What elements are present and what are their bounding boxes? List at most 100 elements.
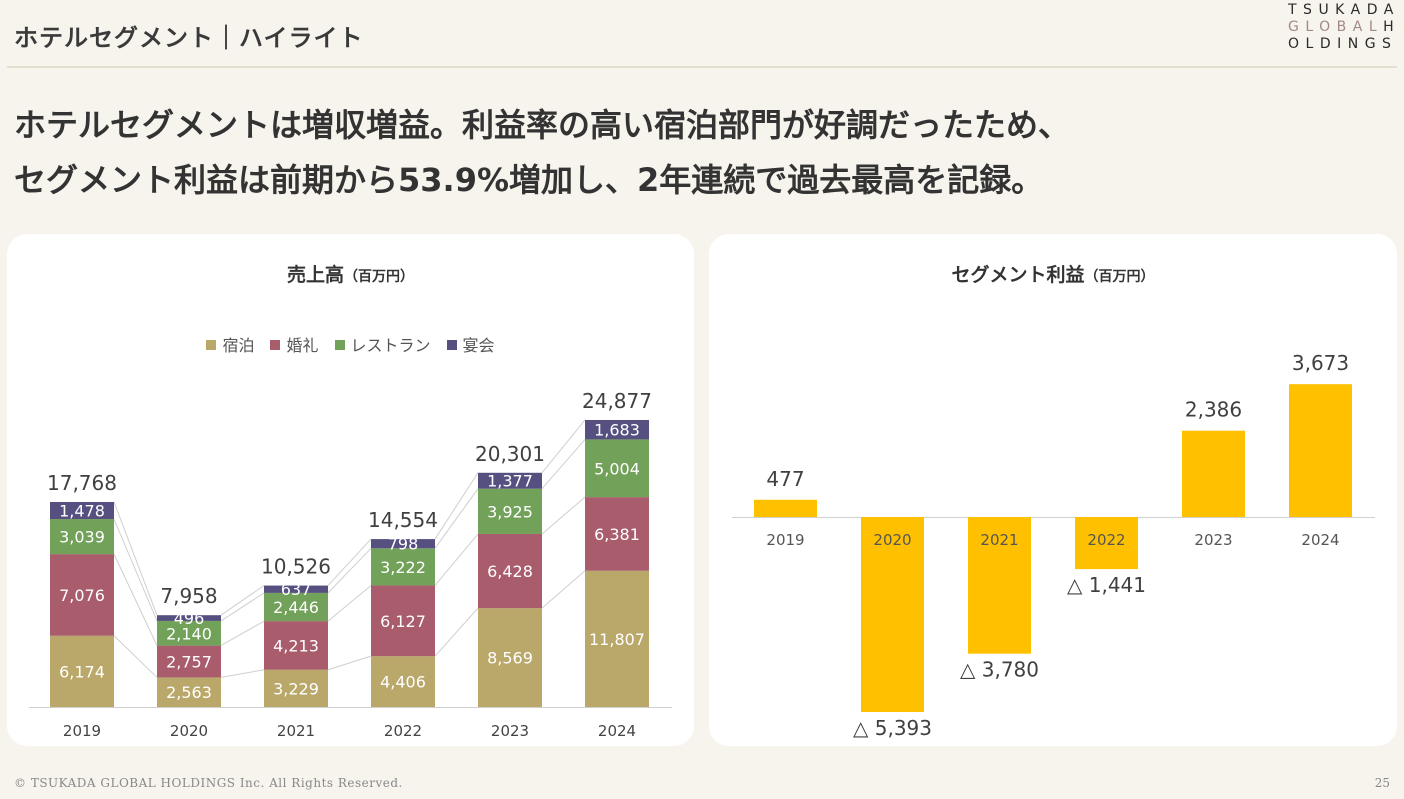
profit-bar (754, 499, 817, 517)
series-connector-line (327, 655, 372, 671)
bar-segment-label: 11,807 (589, 630, 645, 649)
bar-segment-label: 3,229 (273, 679, 319, 698)
bar-segment (585, 439, 649, 498)
bar-segment (371, 656, 435, 707)
bar-segment-label: 1,377 (487, 472, 533, 491)
series-connector-line (327, 538, 372, 586)
bar-segment (50, 635, 114, 707)
bar-segment (585, 570, 649, 707)
bar-segment-label: 2,446 (273, 598, 319, 617)
series-connector-line (434, 488, 479, 549)
bar-segment (157, 677, 221, 707)
revenue-chart-panel: 売上高（百万円） 宿泊 婚礼 レストラン 宴会 6,174 7,076 3,039 1,47… (7, 234, 694, 746)
series-connector-line (220, 585, 265, 616)
x-tick-label: 2023 (491, 722, 529, 740)
legend-item: 宿泊 (206, 332, 254, 356)
x-tick-label: 2022 (384, 722, 422, 740)
profit-value-label: 2,386 (1185, 398, 1242, 422)
profit-bar (968, 517, 1031, 654)
bar-segment-label: 1,683 (594, 421, 640, 440)
legend-swatch (270, 340, 281, 350)
segment-profit-chart-title-text: セグメント利益 (951, 264, 1085, 286)
bar-segment-label: 3,222 (380, 558, 426, 577)
revenue-chart-title-text: 売上高 (286, 264, 344, 286)
profit-bar (1289, 384, 1352, 517)
header-divider (7, 66, 1397, 68)
series-connector-line (220, 592, 265, 622)
bar-segment (157, 645, 221, 678)
revenue-chart-title: 売上高（百万円） (7, 260, 694, 287)
legend-item: 婚礼 (270, 332, 319, 356)
headline-line-2: セグメント利益は前期から53.9%増加し、2年連続で過去最高を記録。 (14, 161, 1044, 199)
logo-line-1: TSUKADA (1288, 2, 1400, 18)
series-connector-line (113, 518, 158, 622)
headline-line-1: ホテルセグメントは増収増益。利益率の高い宿泊部門が好調だったため、 (14, 106, 1071, 144)
x-tick-label: 2021 (980, 531, 1018, 549)
bar-segment-label: 637 (281, 580, 312, 599)
profit-bar (1182, 430, 1245, 517)
company-logo: TSUKADA GLOBALH OLDINGS (1288, 2, 1400, 53)
legend-item: 宴会 (446, 332, 495, 356)
bar-segment-label: 6,174 (59, 662, 105, 681)
bar-total-label: 14,554 (368, 508, 438, 532)
bar-total-label: 20,301 (475, 442, 545, 466)
page-number: 25 (1374, 776, 1390, 790)
x-tick-label: 2022 (1087, 531, 1125, 549)
x-tick-label: 2021 (277, 722, 315, 740)
series-connector-line (220, 669, 265, 678)
bar-segment-label: 4,213 (273, 636, 319, 655)
bar-segment (264, 585, 328, 593)
bar-segment-label: 2,140 (166, 624, 212, 643)
bar-segment (371, 585, 435, 657)
series-connector-line (113, 635, 158, 678)
series-connector-line (113, 501, 158, 616)
profit-value-label: △ 3,780 (960, 658, 1039, 682)
bar-total-label: 17,768 (47, 471, 117, 495)
bar-segment (371, 548, 435, 586)
revenue-chart: 6,174 7,076 3,039 1,478 17,768 2019 2,563 2,757… (29, 389, 672, 740)
series-connector-line (541, 439, 586, 489)
bar-segment (157, 615, 221, 621)
revenue-chart-unit: （百万円） (344, 269, 414, 285)
series-connector-line (113, 553, 158, 646)
series-connector-line (327, 585, 372, 622)
bar-segment-label: 496 (174, 609, 205, 628)
bar-segment (264, 592, 328, 622)
legend-swatch (446, 340, 457, 350)
bar-segment-label: 5,004 (594, 459, 640, 478)
x-tick-label: 2019 (63, 722, 101, 740)
bar-segment-label: 2,563 (166, 683, 212, 702)
bar-segment (478, 533, 542, 609)
bar-segment (371, 539, 435, 549)
bar-segment (264, 621, 328, 670)
x-tick-label: 2024 (598, 722, 636, 740)
legend-label: 宿泊 (222, 336, 255, 355)
bar-total-label: 24,877 (582, 389, 652, 413)
header-title: ホテルセグメント｜ハイライト (14, 24, 364, 52)
bar-segment-label: 6,381 (594, 525, 640, 544)
bar-segment (157, 620, 221, 646)
bar-segment-label: 4,406 (380, 673, 426, 692)
legend-label: 宴会 (462, 336, 495, 355)
x-tick-label: 2020 (873, 531, 911, 549)
logo-line-3: OLDINGS (1288, 36, 1398, 52)
bar-segment (264, 669, 328, 707)
segment-profit-chart-title: セグメント利益（百万円） (709, 260, 1397, 287)
profit-value-label: △ 1,441 (1067, 573, 1146, 597)
series-connector-line (327, 547, 372, 594)
x-tick-label: 2024 (1301, 531, 1339, 549)
bar-segment-label: 1,478 (59, 502, 105, 521)
series-connector-line (434, 607, 479, 657)
segment-profit-chart-unit: （百万円） (1084, 269, 1155, 285)
bar-segment-label: 7,076 (59, 586, 105, 605)
bar-segment (478, 488, 542, 534)
bar-total-label: 7,958 (160, 584, 217, 608)
bar-segment-label: 3,925 (487, 502, 533, 521)
bar-segment (585, 419, 649, 440)
bar-segment-label: 3,039 (59, 528, 105, 547)
x-tick-label: 2019 (766, 531, 804, 549)
series-connector-line (434, 533, 479, 586)
profit-value-label: 477 (766, 467, 804, 491)
legend-label: レストラン (350, 336, 431, 355)
copyright-footer: © TSUKADA GLOBAL HOLDINGS Inc. All Right… (14, 776, 403, 790)
